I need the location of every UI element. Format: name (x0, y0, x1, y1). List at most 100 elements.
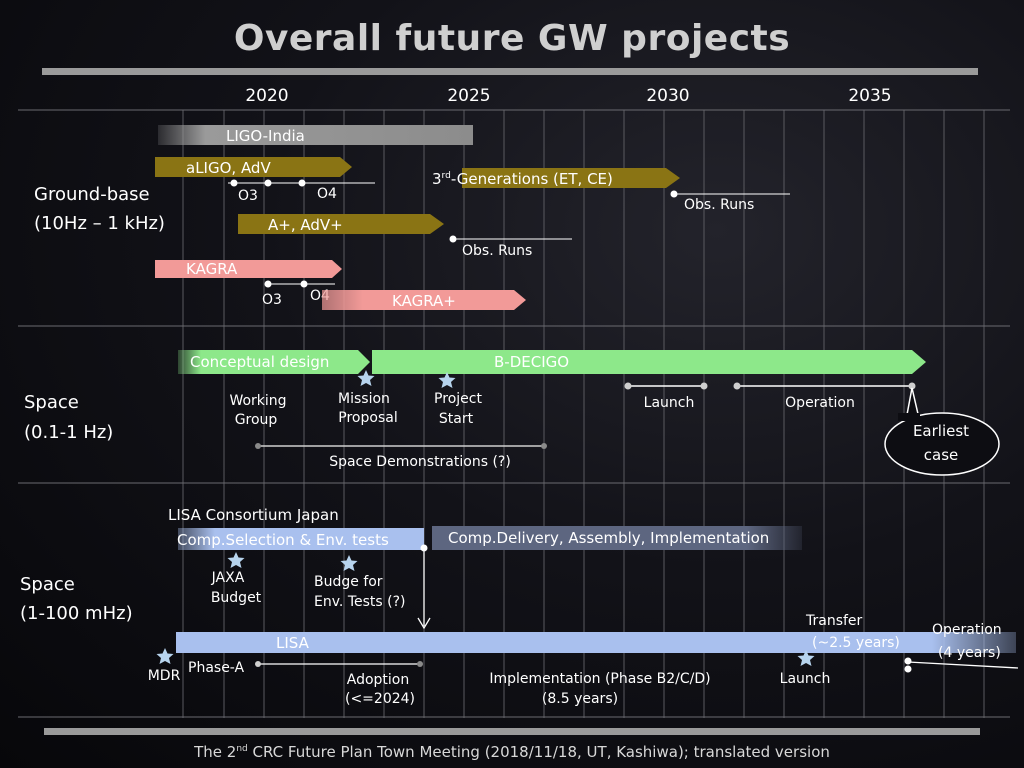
budge-env-label-2: Env. Tests (?) (314, 594, 406, 610)
mission-proposal-label-1: Mission (338, 391, 390, 407)
year-label-2030: 2030 (646, 86, 689, 106)
kagra-bar (155, 260, 342, 278)
jaxa-budget-star-icon (227, 552, 245, 568)
budge-env-star-icon (340, 555, 358, 571)
footer: The 2nd CRC Future Plan Town Meeting (20… (0, 743, 1024, 761)
third-gen-bar (462, 168, 680, 188)
footer-text-end: CRC Future Plan Town Meeting (2018/11/18… (247, 743, 830, 761)
kagra-plus-bar (322, 290, 526, 310)
section-decigo-range: (0.1-1 Hz) (24, 422, 113, 443)
comp-selection-bar (178, 528, 424, 550)
lisa-launch-label: Launch (780, 671, 831, 687)
section-lisa-range: (1-100 mHz) (20, 603, 133, 624)
mission-proposal-star-icon (357, 370, 375, 386)
earliest-case-callout: Earliest case (884, 387, 1000, 476)
obs-runs-1-dot (449, 235, 457, 243)
kagra-o3-label: O3 (262, 292, 282, 308)
lisa-operation-label-2: (4 years) (938, 645, 1001, 661)
decigo-operation-label: Operation (785, 395, 855, 411)
page-title: Overall future GW projects (233, 18, 791, 59)
jaxa-budget-label-2: Budget (211, 590, 262, 606)
project-start-label-1: Project (434, 391, 482, 407)
project-start-star-icon (438, 372, 456, 388)
lisa-consortium-label: LISA Consortium Japan (168, 506, 339, 524)
earliest-case-label-2: case (924, 446, 958, 464)
adoption-dot (417, 661, 423, 667)
grid-lines (182, 110, 985, 718)
space-demonstrations-label: Space Demonstrations (?) (329, 454, 511, 470)
section-lisa-label: Space (20, 574, 75, 595)
kagra-o3-dot (264, 280, 272, 288)
o4-start-dot (298, 179, 306, 187)
o3-start-dot (230, 179, 238, 187)
budge-env-label-1: Budge for (314, 574, 383, 590)
project-start-label-2: Start (439, 411, 474, 427)
kagra-o4-dot (300, 280, 308, 288)
mdr-label: MDR (148, 668, 181, 684)
ligo-india-label: LIGO-India (226, 127, 305, 145)
obs-runs-2-label: Obs. Runs (684, 197, 754, 213)
working-group-label-1: Working (229, 393, 286, 409)
phase-a-label: Phase-A (188, 660, 245, 676)
mdr-star-icon (156, 648, 174, 664)
launch-end-dot (700, 382, 708, 390)
launch-start-dot (624, 382, 632, 390)
ligo-india-bar (158, 125, 473, 145)
kagra-label: KAGRA (186, 260, 238, 278)
demos-start-dot (255, 443, 261, 449)
conceptual-design-label: Conceptual design (190, 353, 329, 371)
obs-runs-2-dot (670, 190, 678, 198)
transfer-label-2: (~2.5 years) (812, 635, 900, 651)
o3-label: O3 (238, 188, 258, 204)
third-gen-label: 3rd-Generations (ET, CE) (432, 170, 613, 188)
section-ground-label: Ground-base (34, 184, 150, 205)
demos-end-dot (541, 443, 547, 449)
lisa-bar (176, 632, 1016, 653)
obs-runs-1-label: Obs. Runs (462, 243, 532, 259)
section-decigo-label: Space (24, 392, 79, 413)
section-ground-range: (10Hz – 1 kHz) (34, 213, 165, 234)
down-arrow-head-icon (417, 617, 431, 630)
kagra-plus-label: KAGRA+ (392, 292, 456, 310)
aligo-bar (155, 157, 352, 177)
mission-proposal-label-2: Proposal (338, 410, 397, 426)
comp-selection-end-dot (420, 544, 428, 552)
o3-end-dot (264, 179, 272, 187)
year-label-2020: 2020 (245, 86, 288, 106)
footer-sup: nd (236, 744, 248, 754)
implementation-label-1: Implementation (Phase B2/C/D) (489, 671, 710, 687)
adoption-label-1: Adoption (347, 672, 410, 688)
working-group-label-2: Group (235, 412, 278, 428)
title-rule (42, 68, 978, 75)
footer-text-start: The 2 (194, 743, 237, 761)
comp-selection-label: Comp.Selection & Env. tests (177, 531, 389, 549)
lisa-label: LISA (276, 634, 310, 652)
comp-delivery-label: Comp.Delivery, Assembly, Implementation (448, 529, 769, 547)
conceptual-design-bar (178, 350, 370, 374)
aligo-label: aLIGO, AdV (186, 159, 271, 177)
decigo-launch-label: Launch (644, 395, 695, 411)
operation-dot-2 (904, 665, 912, 673)
aplus-label: A+, AdV+ (268, 216, 343, 234)
lisa-operation-label-1: Operation (932, 622, 1002, 638)
b-decigo-bar (372, 350, 926, 374)
o4-label: O4 (317, 186, 337, 202)
operation-end-dot (908, 382, 916, 390)
footer-rule (44, 728, 980, 735)
jaxa-budget-label-1: JAXA (211, 570, 245, 586)
operation-dot-1 (904, 657, 912, 665)
year-label-2025: 2025 (447, 86, 490, 106)
b-decigo-label: B-DECIGO (494, 353, 569, 371)
transfer-label-1: Transfer (805, 613, 863, 629)
operation-start-dot (733, 382, 741, 390)
aplus-bar (238, 214, 444, 234)
year-label-2035: 2035 (848, 86, 891, 106)
comp-delivery-bar (432, 526, 802, 550)
adoption-label-2: (<=2024) (345, 691, 415, 707)
lisa-launch-star-icon (797, 650, 815, 666)
section-separators (18, 109, 1010, 718)
earliest-case-label-1: Earliest (913, 422, 969, 440)
implementation-label-2: (8.5 years) (542, 691, 618, 707)
